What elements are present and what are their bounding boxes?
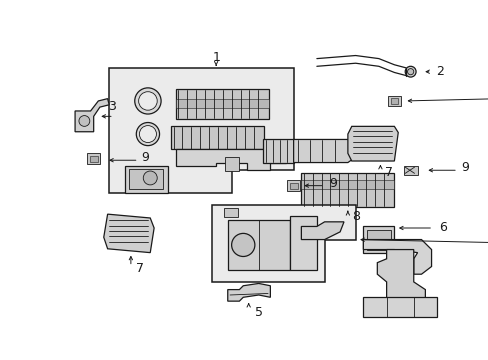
Bar bbox=[366, 230, 390, 249]
Polygon shape bbox=[103, 214, 154, 253]
Bar bbox=[403, 166, 417, 175]
Bar bbox=[227, 220, 289, 270]
Ellipse shape bbox=[138, 92, 157, 110]
Polygon shape bbox=[212, 205, 355, 282]
Text: 2: 2 bbox=[435, 65, 443, 78]
Bar bbox=[90, 156, 97, 162]
Ellipse shape bbox=[405, 66, 415, 77]
Polygon shape bbox=[301, 222, 343, 239]
Text: 1: 1 bbox=[213, 50, 221, 64]
Polygon shape bbox=[363, 297, 436, 316]
Ellipse shape bbox=[135, 88, 161, 114]
Text: 3: 3 bbox=[107, 100, 115, 113]
Bar bbox=[176, 89, 268, 119]
Text: 7: 7 bbox=[384, 166, 392, 179]
Text: 9: 9 bbox=[328, 177, 336, 190]
Bar bbox=[171, 126, 264, 149]
Text: 7: 7 bbox=[135, 262, 143, 275]
Polygon shape bbox=[377, 249, 425, 316]
Bar bbox=[387, 95, 400, 106]
Polygon shape bbox=[262, 139, 293, 163]
Bar bbox=[125, 166, 168, 193]
Bar bbox=[225, 157, 239, 171]
Bar bbox=[129, 170, 163, 189]
Polygon shape bbox=[176, 149, 285, 170]
Text: 5: 5 bbox=[254, 306, 263, 319]
Ellipse shape bbox=[136, 122, 159, 145]
Polygon shape bbox=[109, 68, 293, 193]
Text: 6: 6 bbox=[438, 221, 447, 234]
Ellipse shape bbox=[79, 116, 90, 126]
Text: 9: 9 bbox=[460, 161, 468, 175]
Ellipse shape bbox=[139, 126, 156, 143]
Bar bbox=[363, 226, 393, 253]
Text: 9: 9 bbox=[142, 150, 149, 164]
Bar bbox=[289, 216, 316, 270]
Bar bbox=[224, 208, 237, 217]
Bar bbox=[301, 180, 393, 189]
Bar bbox=[301, 172, 393, 207]
Polygon shape bbox=[363, 239, 431, 274]
Bar bbox=[87, 153, 100, 164]
Bar bbox=[390, 98, 397, 104]
Polygon shape bbox=[227, 283, 270, 301]
Ellipse shape bbox=[231, 233, 254, 256]
Bar bbox=[287, 180, 299, 191]
Polygon shape bbox=[75, 99, 109, 132]
Polygon shape bbox=[293, 139, 355, 163]
Bar bbox=[289, 183, 297, 189]
Ellipse shape bbox=[407, 69, 413, 75]
Text: 8: 8 bbox=[352, 210, 360, 223]
Bar bbox=[176, 99, 268, 108]
Ellipse shape bbox=[143, 171, 157, 185]
Polygon shape bbox=[347, 126, 397, 161]
